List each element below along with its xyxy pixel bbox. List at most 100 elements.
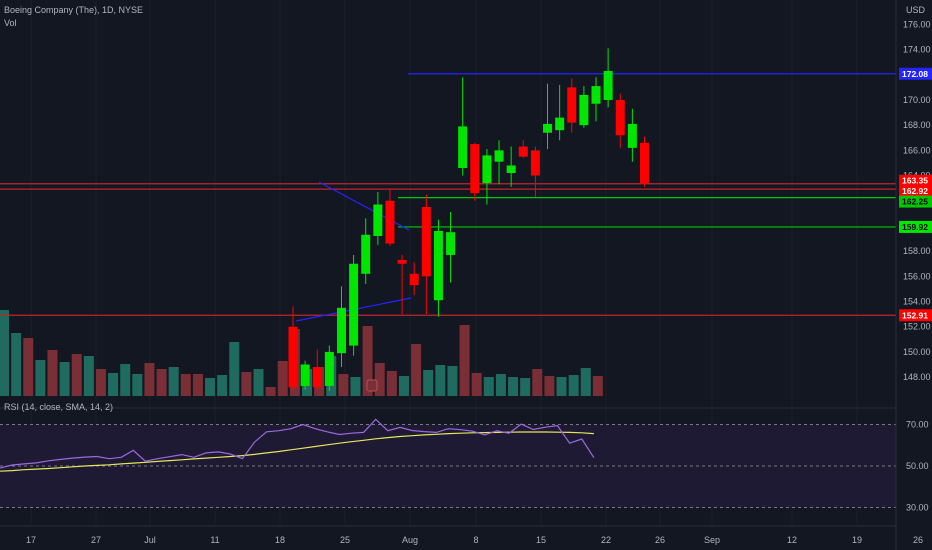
rsi-level-label: 30.00 bbox=[906, 502, 929, 512]
volume-bar bbox=[205, 378, 216, 396]
candle-body bbox=[639, 142, 649, 184]
candle-body bbox=[336, 307, 346, 354]
currency-label: USD bbox=[906, 5, 926, 15]
date-tick-label: 19 bbox=[852, 535, 862, 545]
candle-body bbox=[506, 165, 516, 174]
candle-body bbox=[591, 86, 601, 104]
date-tick-label: 15 bbox=[536, 535, 546, 545]
price-tag-label: 172.08 bbox=[902, 69, 928, 79]
volume-bar bbox=[508, 377, 519, 396]
volume-bar bbox=[0, 310, 9, 396]
volume-bar bbox=[483, 377, 494, 396]
volume-bar bbox=[423, 370, 434, 396]
date-tick-label: 26 bbox=[913, 535, 923, 545]
candle-body bbox=[312, 367, 322, 388]
volume-bar bbox=[59, 362, 70, 396]
rsi-line bbox=[0, 418, 595, 469]
candle-body bbox=[543, 123, 553, 133]
date-tick-label: 22 bbox=[601, 535, 611, 545]
price-tag-label: 163.35 bbox=[902, 176, 928, 186]
price-tag bbox=[899, 220, 932, 233]
volume-bar bbox=[11, 333, 22, 396]
volume-bar bbox=[568, 375, 579, 396]
candle-body bbox=[567, 87, 577, 123]
volume-bar bbox=[398, 376, 409, 396]
price-tick-label: 152.00 bbox=[903, 322, 931, 332]
volume-bar bbox=[374, 363, 385, 396]
volume-bar bbox=[350, 377, 361, 396]
date-tick-label: 17 bbox=[26, 535, 36, 545]
rsi-level-label: 50.00 bbox=[906, 461, 929, 471]
date-tick-label: Aug bbox=[402, 535, 418, 545]
candle-body bbox=[494, 150, 504, 162]
price-tick-label: 156.00 bbox=[903, 271, 931, 281]
price-tag-label: 159.92 bbox=[902, 222, 928, 232]
volume-bar bbox=[83, 356, 94, 396]
candle-body bbox=[482, 155, 492, 184]
volume-bar bbox=[156, 369, 167, 396]
candle-body bbox=[470, 144, 480, 194]
candle-body bbox=[385, 200, 395, 244]
volume-bar bbox=[229, 342, 240, 396]
volume-bar bbox=[108, 373, 119, 396]
date-tick-label: 11 bbox=[210, 535, 219, 545]
candle-body bbox=[555, 117, 565, 131]
candle-body bbox=[288, 326, 298, 388]
candle-layer bbox=[288, 48, 649, 393]
volume-bar bbox=[580, 368, 591, 396]
price-tick-label: 174.00 bbox=[903, 45, 931, 55]
price-tick-label: 158.00 bbox=[903, 246, 931, 256]
price-tag-label: 162.25 bbox=[902, 197, 928, 207]
candle-body bbox=[421, 207, 431, 277]
volume-bar bbox=[277, 361, 288, 396]
candle-body bbox=[446, 232, 456, 255]
date-tick-label: 18 bbox=[275, 535, 285, 545]
price-tick-label: 150.00 bbox=[903, 347, 931, 357]
candle-body bbox=[518, 146, 528, 157]
price-tag bbox=[899, 309, 932, 322]
symbol-legend[interactable]: Boeing Company (The), 1D, NYSE bbox=[4, 5, 144, 15]
candle-body bbox=[300, 364, 310, 386]
volume-bar bbox=[120, 364, 131, 396]
volume-bar bbox=[338, 374, 349, 396]
price-tick-label: 148.00 bbox=[903, 372, 931, 382]
volume-legend[interactable]: Vol bbox=[4, 18, 17, 28]
volume-bar bbox=[253, 369, 264, 396]
price-axis-bg bbox=[896, 0, 932, 550]
price-tick-label: 168.00 bbox=[903, 120, 931, 130]
candle-body bbox=[458, 126, 468, 168]
candle-body bbox=[579, 94, 589, 126]
candle-body bbox=[627, 123, 637, 148]
price-tag-label: 162.92 bbox=[902, 186, 928, 196]
candle-body bbox=[409, 273, 419, 286]
price-tag bbox=[899, 195, 932, 208]
volume-bar bbox=[95, 369, 106, 396]
rsi-level-label: 70.00 bbox=[906, 420, 929, 430]
price-tag bbox=[899, 185, 932, 198]
volume-bar bbox=[386, 371, 397, 396]
volume-bar bbox=[35, 360, 46, 396]
rsi-legend[interactable]: RSI (14, close, SMA, 14, 2) bbox=[4, 402, 114, 412]
volume-bar bbox=[47, 350, 58, 396]
volume-bar bbox=[447, 366, 458, 396]
candle-body bbox=[615, 99, 625, 136]
volume-bar bbox=[471, 373, 482, 396]
volume-bar bbox=[241, 372, 252, 396]
volume-bar bbox=[362, 326, 373, 396]
volume-bar bbox=[435, 365, 446, 396]
date-tick-label: 27 bbox=[91, 535, 101, 545]
price-tick-label: 154.00 bbox=[903, 297, 931, 307]
candle-body bbox=[361, 234, 371, 274]
price-tick-label: 170.00 bbox=[903, 95, 931, 105]
date-tick-label: Jul bbox=[144, 535, 156, 545]
volume-bar bbox=[532, 369, 543, 396]
price-tag bbox=[899, 174, 932, 187]
volume-bar bbox=[411, 344, 422, 396]
volume-bar bbox=[168, 367, 179, 396]
volume-bar bbox=[556, 377, 567, 396]
drawing-layer bbox=[0, 73, 896, 322]
price-tag bbox=[899, 67, 932, 80]
volume-bar bbox=[592, 376, 603, 396]
volume-bar bbox=[23, 338, 34, 396]
